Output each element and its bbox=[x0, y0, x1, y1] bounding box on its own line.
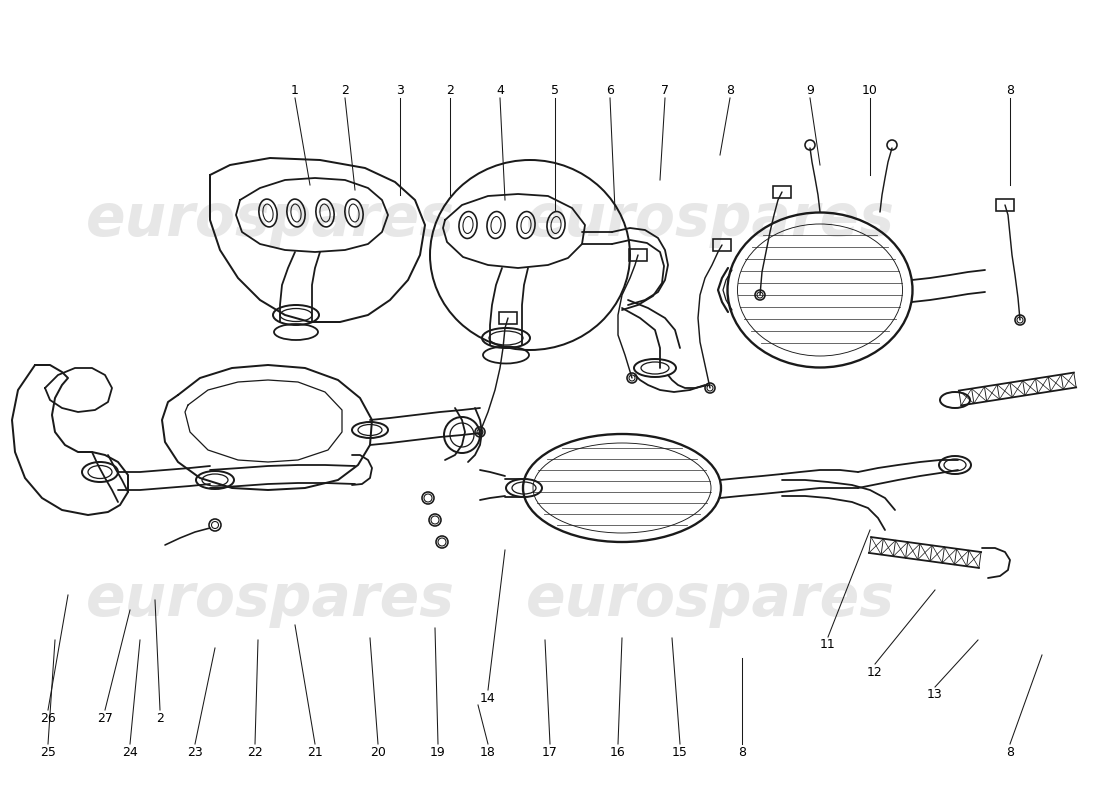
Text: 2: 2 bbox=[156, 711, 164, 725]
Text: eurospares: eurospares bbox=[526, 571, 894, 629]
Text: 12: 12 bbox=[867, 666, 883, 678]
Text: 27: 27 bbox=[97, 711, 113, 725]
Text: 8: 8 bbox=[1006, 83, 1014, 97]
Text: 8: 8 bbox=[738, 746, 746, 758]
Text: 26: 26 bbox=[40, 711, 56, 725]
Text: eurospares: eurospares bbox=[526, 191, 894, 249]
Text: 4: 4 bbox=[496, 83, 504, 97]
Text: 8: 8 bbox=[1006, 746, 1014, 758]
Text: 2: 2 bbox=[447, 83, 454, 97]
Text: 6: 6 bbox=[606, 83, 614, 97]
Text: 8: 8 bbox=[726, 83, 734, 97]
Text: 16: 16 bbox=[610, 746, 626, 758]
Text: 21: 21 bbox=[307, 746, 323, 758]
Text: 7: 7 bbox=[661, 83, 669, 97]
Text: 3: 3 bbox=[396, 83, 404, 97]
Text: 17: 17 bbox=[542, 746, 558, 758]
Text: 24: 24 bbox=[122, 746, 138, 758]
Text: 5: 5 bbox=[551, 83, 559, 97]
Text: eurospares: eurospares bbox=[86, 191, 454, 249]
Text: 1: 1 bbox=[292, 83, 299, 97]
Text: 23: 23 bbox=[187, 746, 202, 758]
Text: 25: 25 bbox=[40, 746, 56, 758]
Text: 14: 14 bbox=[480, 691, 496, 705]
Text: 15: 15 bbox=[672, 746, 688, 758]
Text: 2: 2 bbox=[341, 83, 349, 97]
Text: 18: 18 bbox=[480, 746, 496, 758]
Text: eurospares: eurospares bbox=[86, 571, 454, 629]
Text: 11: 11 bbox=[821, 638, 836, 651]
Text: 9: 9 bbox=[806, 83, 814, 97]
Text: 13: 13 bbox=[927, 689, 943, 702]
Text: 22: 22 bbox=[248, 746, 263, 758]
Text: 20: 20 bbox=[370, 746, 386, 758]
Text: 19: 19 bbox=[430, 746, 446, 758]
Text: 10: 10 bbox=[862, 83, 878, 97]
